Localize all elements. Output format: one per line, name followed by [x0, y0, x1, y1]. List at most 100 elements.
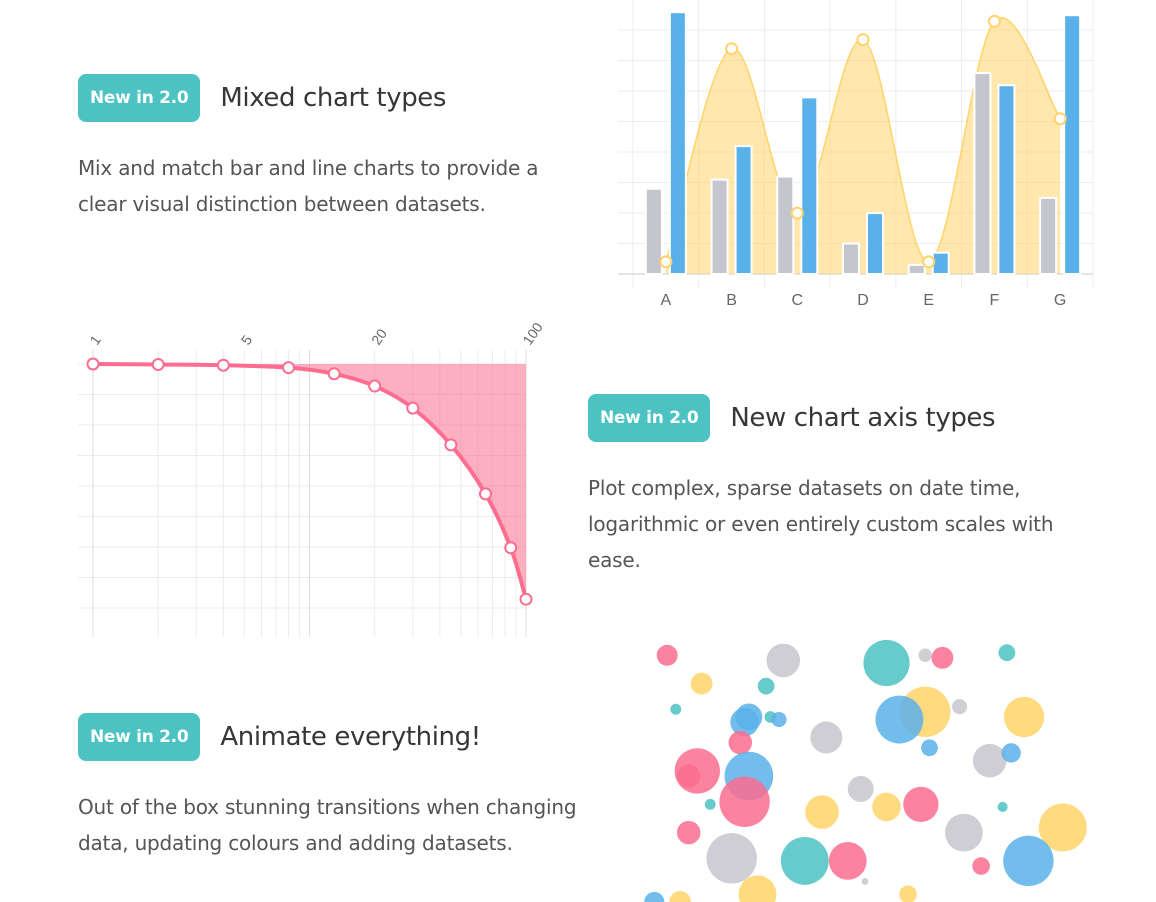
bar-blue-E [931, 251, 950, 275]
feature-description: Out of the box stunning transitions when… [78, 795, 577, 855]
bar-grey-C [776, 175, 795, 275]
bubble-pink [719, 776, 770, 827]
area-point-F [987, 14, 1001, 28]
x-tick-label: 100 [519, 319, 546, 347]
bubble-blue [1001, 743, 1021, 763]
bubble-yellow [669, 891, 692, 902]
x-tick-label: C [792, 292, 804, 309]
data-point-9 [504, 541, 518, 555]
feature-title: Animate everything! [220, 722, 481, 752]
bubble-yellow [738, 875, 777, 902]
new-badge: New in 2.0 [78, 713, 201, 761]
feature-heading: New in 2.0 Animate everything! [78, 713, 578, 761]
feature-description: Mix and match bar and line charts to pro… [78, 156, 539, 216]
bar-blue-A [668, 11, 687, 276]
bubble-teal [704, 798, 716, 810]
bubble-pink [676, 820, 701, 845]
new-badge: New in 2.0 [78, 74, 201, 122]
data-point-4 [327, 367, 341, 381]
x-tick-label: F [990, 292, 1000, 309]
x-tick-label: B [726, 292, 737, 309]
bubble-grey [952, 699, 968, 715]
bubble-blue [771, 711, 787, 728]
bubble-pink [656, 644, 678, 666]
bubble-teal [780, 836, 829, 885]
bubble-yellow [1003, 696, 1045, 738]
bubble-pink [931, 646, 954, 669]
bubble-grey [706, 833, 757, 884]
feature-title: New chart axis types [730, 403, 996, 433]
feature-heading: New in 2.0 New chart axis types [588, 394, 1088, 442]
data-point-3 [282, 361, 296, 375]
bubble-blue [735, 703, 763, 731]
feature-mixed-chart-types: New in 2.0 Mixed chart types Mix and mat… [78, 74, 578, 222]
bubble-pink [828, 841, 867, 880]
bubble-grey [810, 721, 843, 754]
feature-description: Plot complex, sparse datasets on date ti… [588, 476, 1054, 572]
x-tick-label: A [661, 292, 672, 309]
area-point-G [1053, 112, 1067, 126]
feature-title: Mixed chart types [220, 83, 447, 113]
feature-heading: New in 2.0 Mixed chart types [78, 74, 578, 122]
new-badge: New in 2.0 [588, 394, 711, 442]
x-tick-label: D [857, 292, 869, 309]
data-point-2 [216, 358, 230, 372]
animated-bubble-chart [644, 639, 1087, 902]
area-point-A [659, 255, 673, 269]
x-tick-label: 20 [368, 326, 390, 348]
bar-grey-E [907, 263, 926, 276]
bubble-blue [921, 739, 938, 757]
data-point-6 [406, 401, 420, 415]
bubble-teal [757, 677, 775, 695]
x-tick-label: G [1054, 292, 1066, 309]
bubble-yellow [872, 792, 901, 822]
bar-blue-F [997, 84, 1016, 275]
feature-animate-everything: New in 2.0 Animate everything! Out of th… [78, 713, 578, 861]
bubble-teal [997, 801, 1008, 812]
bubble-pink [676, 764, 701, 788]
bar-grey-F [973, 72, 992, 275]
bar-blue-G [1063, 14, 1082, 275]
bubble-grey [918, 648, 932, 662]
data-point-1 [151, 357, 165, 371]
bubble-grey [766, 643, 801, 678]
area-point-E [922, 255, 936, 269]
data-point-7 [444, 438, 458, 452]
data-point-0 [86, 357, 100, 371]
bubble-pink [728, 730, 753, 755]
bubble-blue [644, 891, 665, 902]
area-point-B [725, 42, 739, 56]
bubble-yellow [690, 672, 713, 695]
area-point-D [856, 33, 870, 47]
x-tick-label: 1 [86, 332, 104, 348]
area-point-C [790, 206, 804, 220]
area-fill-pink [93, 364, 526, 600]
area-fill-yellow [665, 17, 1061, 275]
bubble-yellow [1038, 803, 1087, 852]
bar-blue-B [734, 145, 753, 275]
bubble-grey [847, 775, 874, 802]
feature-new-chart-axis-types: New in 2.0 New chart axis types Plot com… [588, 394, 1088, 578]
bar-grey-D [842, 242, 860, 276]
bubble-grey [861, 878, 869, 885]
logarithmic-area-chart: 1 5 20 100 [78, 319, 546, 637]
bubble-blue [1003, 835, 1054, 887]
bubble-yellow [899, 885, 917, 902]
data-point-8 [478, 487, 492, 501]
bubble-blue [875, 695, 924, 744]
bubble-teal [670, 703, 682, 715]
bubble-grey [972, 743, 1007, 778]
bubble-grey [945, 813, 983, 852]
bubble-pink [903, 786, 939, 822]
bar-blue-C [800, 96, 819, 275]
x-tick-label: 5 [238, 332, 256, 348]
bar-grey-G [1039, 196, 1058, 275]
data-point-10 [519, 592, 533, 606]
data-point-5 [368, 379, 382, 393]
bar-grey-A [644, 187, 663, 275]
bubble-pink [972, 857, 990, 875]
bar-grey-B [710, 178, 729, 275]
bubble-teal [863, 639, 910, 687]
x-tick-label: E [923, 292, 934, 309]
bubble-yellow [805, 795, 839, 829]
